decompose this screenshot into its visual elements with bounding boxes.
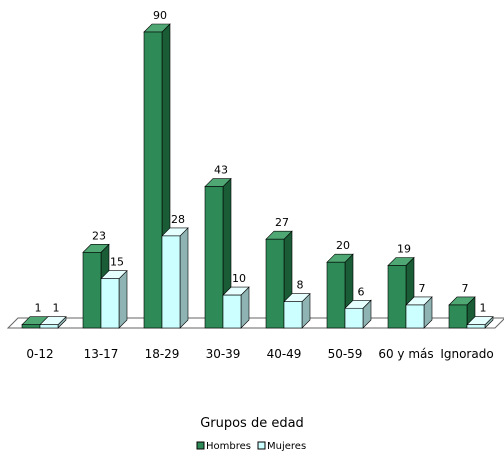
x-tick-label-6: 60 y más — [378, 347, 433, 361]
data-label-hombres-1: 23 — [92, 229, 106, 242]
data-label-mujeres-2: 28 — [171, 213, 185, 226]
data-label-hombres-0: 1 — [35, 302, 42, 315]
legend: Hombres Mujeres — [196, 441, 306, 451]
legend-item-hombres: Hombres — [196, 441, 251, 451]
bar-mujeres-7 — [466, 315, 494, 329]
data-label-mujeres-6: 7 — [419, 282, 426, 295]
legend-swatch — [257, 441, 266, 450]
x-tick-label-5: 50-59 — [328, 347, 363, 361]
bar-hombres-3 — [204, 177, 232, 329]
bar-mujeres-4 — [283, 292, 311, 329]
x-axis-title: Grupos de edad — [200, 416, 304, 431]
data-label-hombres-6: 19 — [397, 243, 411, 256]
bar-mujeres-6 — [405, 296, 433, 329]
bar-hombres-7 — [448, 296, 476, 329]
data-label-mujeres-7: 1 — [480, 302, 487, 315]
data-label-mujeres-5: 6 — [358, 285, 365, 298]
data-label-hombres-5: 20 — [336, 239, 350, 252]
data-label-mujeres-4: 8 — [297, 279, 304, 292]
x-tick-label-7: Ignorado — [440, 347, 493, 361]
data-label-mujeres-0: 1 — [53, 302, 60, 315]
data-label-mujeres-1: 15 — [110, 256, 124, 269]
data-label-hombres-7: 7 — [462, 282, 469, 295]
data-label-hombres-4: 27 — [275, 216, 289, 229]
bar-mujeres-2 — [161, 227, 189, 329]
bar-mujeres-5 — [344, 299, 372, 329]
x-tick-label-2: 18-29 — [145, 347, 180, 361]
bar-hombres-6 — [387, 256, 415, 329]
data-label-mujeres-3: 10 — [232, 272, 246, 285]
bar-mujeres-3 — [222, 286, 250, 329]
x-tick-labels: 0-12 13-17 18-29 30-39 40-49 50-59 60 y más Ign… — [26, 347, 493, 361]
x-tick-label-4: 40-49 — [267, 347, 302, 361]
legend-label: Hombres — [206, 441, 251, 451]
x-tick-label-0: 0-12 — [26, 347, 53, 361]
legend-item-mujeres: Mujeres — [257, 441, 306, 451]
data-label-hombres-2: 90 — [153, 9, 167, 22]
data-label-hombres-3: 43 — [214, 164, 228, 177]
x-tick-label-3: 30-39 — [206, 347, 241, 361]
x-tick-label-1: 13-17 — [84, 347, 119, 361]
legend-swatch — [196, 441, 205, 450]
bar-mujeres-1 — [100, 269, 128, 329]
legend-label: Mujeres — [267, 441, 306, 451]
bar-mujeres-0 — [39, 315, 67, 329]
bars — [21, 23, 494, 329]
